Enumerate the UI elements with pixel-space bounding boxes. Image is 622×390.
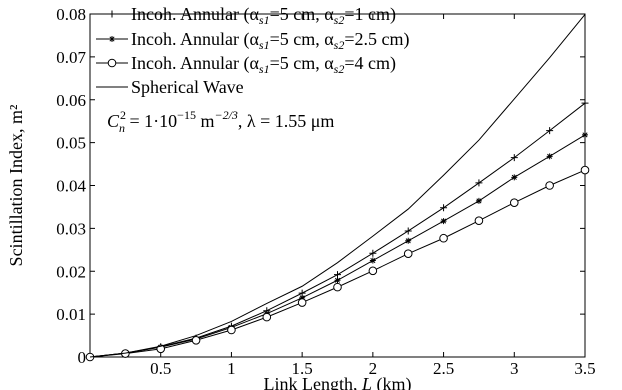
legend-point: [108, 59, 116, 67]
series-annular-as2-1cm-line: [90, 103, 585, 357]
x-tick-label: 1: [227, 359, 236, 378]
series-annular-as2-4cm-point: [192, 336, 200, 344]
series-annular-as2-4cm-point: [263, 313, 271, 321]
x-tick-label: 2.5: [433, 359, 454, 378]
legend-point: [109, 36, 115, 42]
y-tick-label: 0: [78, 348, 87, 367]
y-tick-label: 0.02: [56, 262, 86, 281]
series-annular-as2-2-5cm-point: [582, 132, 588, 138]
y-tick-label: 0.04: [56, 177, 86, 196]
series-annular-as2-1cm: [87, 100, 589, 361]
y-tick-label: 0.07: [56, 48, 86, 67]
y-tick-label: 0.03: [56, 219, 86, 238]
series-annular-as2-4cm-point: [475, 217, 483, 225]
series-annular-as2-2-5cm-point: [441, 218, 447, 224]
legend-item-annular-as2-2-5cm: Incoh. Annular (αs1=5 cm, αs2=2.5 cm): [96, 29, 409, 52]
legend-label: Incoh. Annular (αs1=5 cm, αs2=2.5 cm): [131, 29, 409, 52]
series-annular-as2-2-5cm-point: [335, 277, 341, 283]
series-annular-as2-4cm-point: [298, 299, 306, 307]
legend-item-spherical-wave: Spherical Wave: [96, 77, 244, 97]
series-annular-as2-2-5cm-point: [405, 238, 411, 244]
series-annular-as2-2-5cm: [87, 132, 588, 360]
legend-point: [109, 11, 116, 18]
series-annular-as2-2-5cm-point: [547, 153, 553, 159]
series-annular-as2-2-5cm-point: [511, 174, 517, 180]
y-tick-label: 0.01: [56, 305, 86, 324]
y-axis-title: Scintillation Index, m²: [6, 105, 26, 267]
series-annular-as2-4cm-line: [90, 170, 585, 357]
series-annular-as2-4cm-point: [334, 283, 342, 291]
x-tick-label: 0.5: [150, 359, 171, 378]
legend: Incoh. Annular (αs1=5 cm, αs2=1 cm)Incoh…: [96, 4, 409, 97]
series-annular-as2-4cm-point: [581, 166, 589, 174]
series-annular-as2-4cm-point: [228, 326, 236, 334]
x-axis-title: Link Length, L (km): [264, 374, 412, 390]
y-tick-label: 0.08: [56, 5, 86, 24]
series-annular-as2-4cm-point: [369, 267, 377, 275]
x-tick-label: 3: [510, 359, 519, 378]
legend-item-annular-as2-4cm: Incoh. Annular (αs1=5 cm, αs2=4 cm): [96, 53, 396, 76]
legend-label: Incoh. Annular (αs1=5 cm, αs2=4 cm): [131, 53, 396, 76]
y-tick-label: 0.05: [56, 134, 86, 153]
series-annular-as2-1cm-point: [440, 204, 447, 211]
legend-item-annular-as2-1cm: Incoh. Annular (αs1=5 cm, αs2=1 cm): [96, 4, 396, 27]
series-annular-as2-4cm-point: [440, 234, 448, 242]
series-annular-as2-1cm-point: [405, 227, 412, 234]
series-annular-as2-1cm-point: [369, 250, 376, 257]
y-tick-label: 0.06: [56, 91, 86, 110]
series-annular-as2-2-5cm-point: [370, 258, 376, 264]
series-annular-as2-4cm-point: [510, 199, 518, 207]
series-annular-as2-2-5cm-point: [476, 198, 482, 204]
series-annular-as2-1cm-point: [334, 271, 341, 278]
legend-label: Incoh. Annular (αs1=5 cm, αs2=1 cm): [131, 4, 396, 27]
annotation: C2 n = 1·10−15 m−2/3, λ = 1.55 μm: [107, 108, 334, 135]
series-annular-as2-4cm-point: [546, 182, 554, 190]
legend-label: Spherical Wave: [131, 77, 244, 97]
series-annular-as2-4cm-point: [404, 250, 412, 258]
x-tick-label: 3.5: [574, 359, 595, 378]
series-annular-as2-2-5cm-line: [90, 135, 585, 357]
series-annular-as2-4cm: [86, 166, 589, 361]
series-annular-as2-1cm-point: [475, 179, 482, 186]
